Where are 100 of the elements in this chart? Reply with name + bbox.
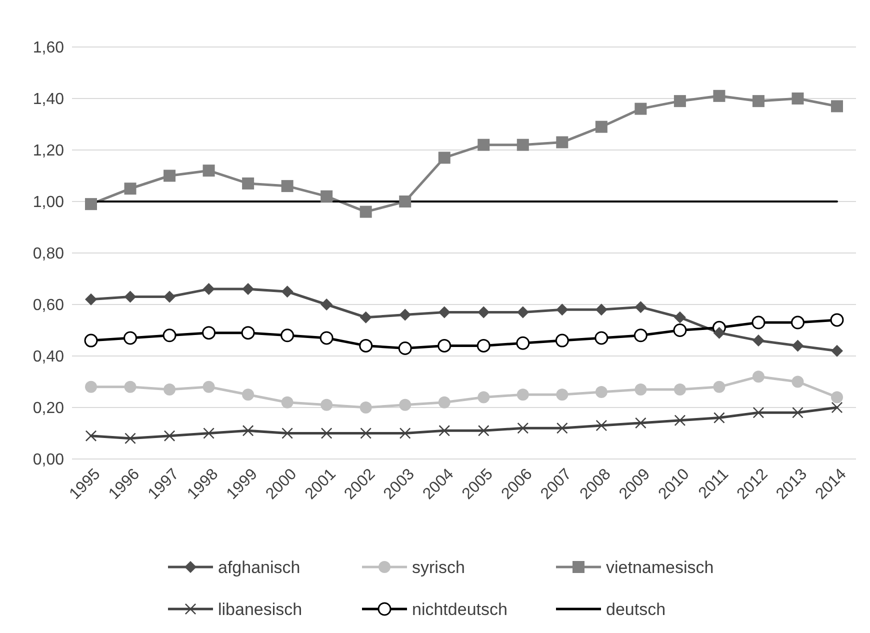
point xyxy=(478,391,490,404)
legend-label: libanesisch xyxy=(218,600,302,619)
point xyxy=(399,196,412,208)
point xyxy=(792,340,804,352)
point xyxy=(85,380,97,393)
point xyxy=(202,326,216,340)
point xyxy=(516,336,530,350)
point xyxy=(398,342,412,356)
point xyxy=(752,407,764,418)
y-tick-label: 1,60 xyxy=(32,40,64,57)
point xyxy=(713,380,726,393)
point xyxy=(399,398,412,411)
y-tick-label: 0,60 xyxy=(32,297,64,314)
point xyxy=(634,102,647,115)
legend-label: vietnamesisch xyxy=(606,558,714,577)
point xyxy=(752,334,764,347)
point xyxy=(674,95,686,108)
point xyxy=(124,182,136,195)
point xyxy=(438,396,450,408)
point xyxy=(124,432,136,444)
point xyxy=(673,324,687,337)
point xyxy=(85,198,97,210)
point xyxy=(86,430,96,442)
point xyxy=(124,331,138,345)
point xyxy=(752,370,764,383)
point xyxy=(281,286,294,298)
point xyxy=(516,388,529,401)
point xyxy=(438,338,452,352)
point xyxy=(320,398,333,411)
point xyxy=(320,190,333,202)
point xyxy=(634,383,647,396)
point xyxy=(320,331,334,345)
point xyxy=(555,334,569,348)
y-tick-label: 0,80 xyxy=(32,246,64,263)
point xyxy=(831,100,843,112)
point xyxy=(752,95,764,108)
point xyxy=(400,428,411,439)
point xyxy=(595,120,608,133)
y-tick-label: 1,20 xyxy=(32,142,64,160)
point xyxy=(517,422,528,434)
point xyxy=(321,428,332,439)
point xyxy=(280,328,294,342)
point xyxy=(556,388,568,401)
y-tick-label: 0,20 xyxy=(32,400,64,418)
y-tick-label: 0,40 xyxy=(32,348,64,366)
point xyxy=(556,304,568,316)
point xyxy=(438,425,450,436)
legend-label: afghanisch xyxy=(218,558,300,577)
point xyxy=(674,383,686,396)
point xyxy=(516,138,529,151)
point xyxy=(320,298,333,310)
point xyxy=(281,180,294,192)
point xyxy=(478,138,490,151)
point xyxy=(162,328,176,342)
point xyxy=(242,388,254,401)
y-tick-label: 1,40 xyxy=(32,91,64,108)
point xyxy=(241,326,255,340)
point xyxy=(359,338,373,352)
point xyxy=(360,206,372,218)
point xyxy=(635,417,646,428)
y-tick-label: 1,00 xyxy=(32,194,64,212)
point xyxy=(831,344,843,357)
point xyxy=(438,152,450,164)
point xyxy=(596,420,607,432)
point xyxy=(634,328,648,342)
point xyxy=(85,293,97,306)
point xyxy=(124,290,136,303)
point xyxy=(438,306,450,318)
point xyxy=(360,311,372,324)
point xyxy=(242,283,254,296)
point xyxy=(478,425,490,436)
point xyxy=(476,338,490,352)
point xyxy=(242,425,254,436)
point xyxy=(830,313,844,327)
legend-label: deutsch xyxy=(606,600,666,619)
point xyxy=(360,402,372,414)
point xyxy=(752,316,766,330)
point xyxy=(516,306,529,318)
point xyxy=(674,414,686,426)
point xyxy=(674,311,686,324)
point xyxy=(792,92,804,104)
point xyxy=(202,380,215,393)
point xyxy=(556,136,568,148)
point xyxy=(478,306,490,318)
point xyxy=(556,422,568,434)
point xyxy=(124,380,136,393)
point xyxy=(84,334,98,348)
point xyxy=(164,430,176,442)
point xyxy=(595,304,608,316)
point xyxy=(281,396,294,408)
point xyxy=(202,164,215,177)
point xyxy=(792,376,804,388)
legend-label: syrisch xyxy=(412,558,465,577)
legend-label: nichtdeutsch xyxy=(412,600,508,619)
y-tick-label: 0,00 xyxy=(32,452,64,469)
point xyxy=(713,326,726,339)
point xyxy=(595,386,608,398)
point xyxy=(242,177,254,190)
point xyxy=(792,407,804,418)
point xyxy=(399,308,412,321)
